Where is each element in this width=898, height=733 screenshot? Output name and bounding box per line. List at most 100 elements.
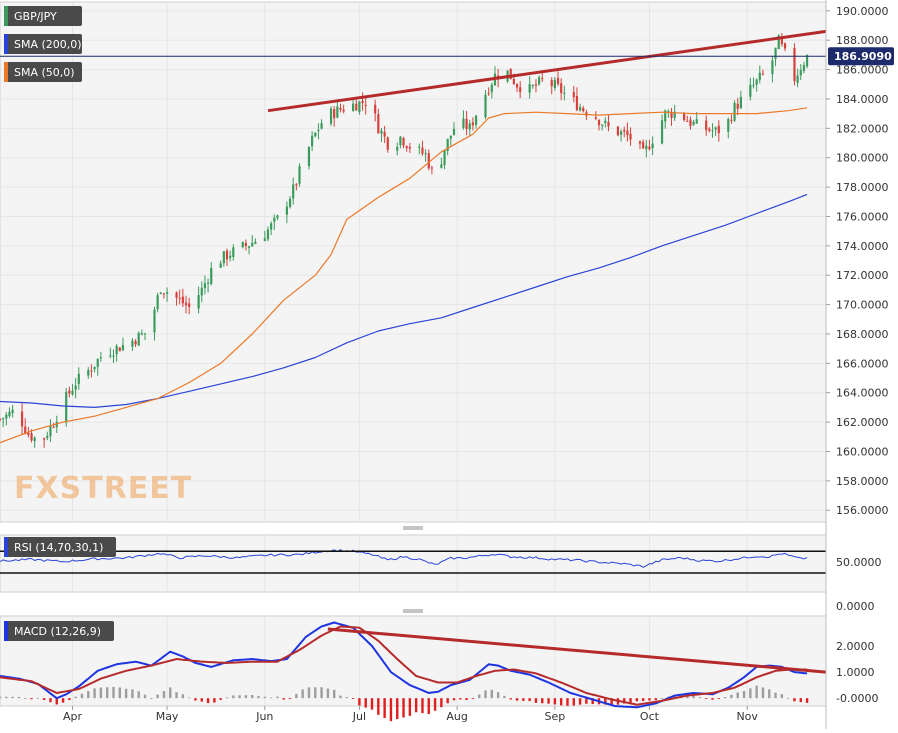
candle-body — [109, 355, 112, 357]
macd-histogram-bar — [698, 697, 702, 699]
candle-body — [30, 433, 33, 441]
macd-histogram-bar — [421, 698, 424, 714]
macd-histogram-bar — [452, 698, 456, 701]
macd-histogram-bar — [704, 698, 708, 699]
candle-body — [295, 184, 298, 186]
candle-body — [247, 246, 251, 248]
candle-body — [355, 103, 358, 111]
candle-body — [462, 118, 465, 128]
candle-body — [515, 84, 519, 88]
candle-body — [241, 242, 244, 248]
macd-histogram-bar — [87, 691, 90, 699]
candle-body — [597, 119, 601, 126]
candle-body — [440, 164, 443, 168]
candle-body — [692, 121, 695, 125]
x-tick-label: Jul — [352, 710, 366, 723]
candle-body — [563, 92, 566, 94]
candle-body — [203, 283, 207, 289]
candle-body — [686, 120, 689, 122]
candle-body — [578, 107, 582, 111]
macd-histogram-bar — [723, 697, 727, 699]
candle-body — [695, 119, 698, 124]
macd-histogram-bar — [68, 698, 71, 701]
y-tick-label: 166.0000 — [836, 357, 889, 370]
candle-body — [311, 135, 314, 147]
y-tick-label: 170.0000 — [836, 299, 889, 312]
macd-histogram-bar — [528, 698, 531, 702]
macd-histogram-bar — [496, 692, 500, 699]
candle-body — [626, 130, 629, 136]
macd-histogram-bar — [383, 698, 386, 718]
candle-body — [339, 107, 342, 110]
candle-body — [244, 243, 248, 247]
rsi-background — [0, 534, 827, 593]
candle-body — [175, 292, 178, 298]
macd-histogram-bar — [515, 698, 519, 701]
candle-body — [96, 358, 99, 367]
candle-body — [427, 153, 430, 169]
macd-histogram-bar — [591, 698, 594, 705]
legend-box — [4, 621, 114, 641]
candle-body — [273, 217, 276, 222]
candle-body — [430, 167, 434, 169]
candle-body — [143, 333, 147, 335]
candle-body — [333, 109, 336, 119]
candle-body — [717, 125, 720, 134]
candle-body — [93, 366, 96, 370]
candle-body — [761, 73, 765, 75]
candle-body — [229, 255, 232, 258]
candle-body — [623, 129, 626, 132]
macd-histogram-bar — [42, 698, 46, 700]
candle-body — [758, 72, 761, 80]
y-tick-label: 184.0000 — [836, 93, 889, 106]
legend-box — [4, 34, 82, 54]
macd-line — [0, 621, 808, 709]
candle-body — [219, 263, 222, 268]
y-tick-label: 182.0000 — [836, 122, 889, 135]
candle-body — [708, 128, 711, 131]
candle-body — [165, 292, 169, 294]
macd-histogram-bar — [364, 698, 367, 708]
candle-body — [774, 47, 777, 59]
candle-body — [380, 130, 383, 134]
candle-body — [651, 143, 654, 149]
macd-histogram-bar — [377, 698, 380, 715]
candle-body — [616, 126, 620, 136]
macd-histogram-bar — [572, 698, 575, 706]
candle-body — [550, 79, 553, 87]
candle-body — [396, 146, 399, 151]
candle-body — [648, 146, 651, 150]
macd-histogram-bar — [490, 689, 494, 699]
macd-histogram-bar — [17, 696, 21, 699]
macd-histogram-bar — [5, 696, 8, 699]
candle-body — [749, 84, 752, 97]
candle-body — [336, 106, 339, 118]
candle-body — [68, 390, 71, 394]
macd-histogram-bar — [641, 698, 645, 701]
rsi-line — [0, 549, 808, 568]
candle-body — [399, 136, 402, 146]
candle-body — [667, 111, 670, 113]
candle-body — [46, 435, 49, 439]
macd-histogram-bar — [93, 688, 96, 699]
macd-histogram-bar — [433, 698, 437, 711]
macd-histogram-bar — [427, 698, 430, 715]
macd-histogram-bar — [686, 696, 689, 699]
candle-body — [288, 198, 292, 208]
fxstreet-watermark: FXSTREET — [14, 471, 191, 506]
macd-histogram-bar — [24, 698, 27, 699]
candle-body — [645, 145, 648, 150]
candle-body — [484, 94, 487, 118]
macd-histogram-bar — [105, 687, 109, 699]
y-tick-label: 180.0000 — [836, 152, 889, 165]
macd-histogram-bar — [143, 694, 147, 699]
macd-histogram-bar — [269, 697, 273, 699]
legend-swatch — [4, 537, 8, 557]
macd-histogram-bar — [402, 698, 405, 718]
macd-histogram-bar — [156, 694, 159, 699]
y-tick-label: 168.0000 — [836, 328, 889, 341]
candle-body — [276, 215, 279, 219]
candle-body — [553, 79, 556, 88]
candle-body — [210, 267, 213, 284]
y-tick-label: 178.0000 — [836, 181, 889, 194]
